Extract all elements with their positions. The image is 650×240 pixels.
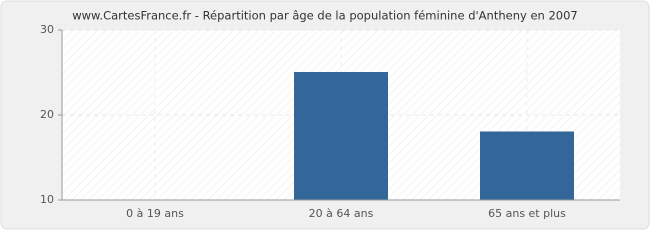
chart-title: www.CartesFrance.fr - Répartition par âg… <box>72 9 577 23</box>
bar <box>294 72 388 201</box>
chart: www.CartesFrance.fr - Répartition par âg… <box>0 0 650 230</box>
y-tick-label: 30 <box>40 23 54 36</box>
bar <box>480 131 574 201</box>
y-tick-label: 20 <box>40 108 54 121</box>
x-tick-label: 65 ans et plus <box>488 207 566 220</box>
page: www.CartesFrance.fr - Répartition par âg… <box>0 0 650 230</box>
x-tick-label: 20 à 64 ans <box>309 207 374 220</box>
y-tick-label: 10 <box>40 193 54 206</box>
x-tick-label: 0 à 19 ans <box>126 207 184 220</box>
